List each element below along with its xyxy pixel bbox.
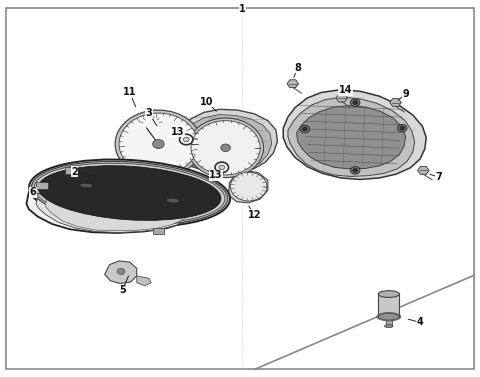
Bar [196,128,225,143]
Text: 3: 3 [145,108,152,118]
Polygon shape [287,80,299,87]
Text: 6: 6 [29,187,36,197]
Polygon shape [283,90,426,179]
Circle shape [219,165,225,170]
Text: 2: 2 [71,167,78,176]
Ellipse shape [29,159,230,227]
Circle shape [119,113,198,175]
Text: 14: 14 [339,86,352,95]
Polygon shape [36,173,194,233]
Ellipse shape [38,166,221,221]
Ellipse shape [32,161,228,225]
Bar [386,316,392,326]
Circle shape [191,121,260,175]
Bar [153,228,164,234]
Polygon shape [228,170,268,203]
Circle shape [300,125,310,133]
Polygon shape [297,106,406,169]
Text: 12: 12 [248,210,261,220]
Circle shape [230,172,267,201]
Circle shape [188,118,264,178]
Text: 9: 9 [402,89,409,99]
Ellipse shape [80,183,93,188]
Text: 8: 8 [294,63,301,73]
Polygon shape [26,167,203,233]
Circle shape [115,110,202,178]
Bar [229,131,256,145]
Bar [36,182,48,188]
Text: 7: 7 [436,172,443,182]
Polygon shape [44,192,59,202]
Polygon shape [46,177,191,231]
Polygon shape [418,167,429,174]
Ellipse shape [35,163,225,223]
Ellipse shape [378,291,399,297]
Circle shape [302,127,307,131]
Circle shape [221,144,230,152]
Circle shape [183,137,189,142]
Circle shape [48,194,54,198]
Circle shape [153,139,164,149]
Text: 10: 10 [200,97,213,107]
Circle shape [117,268,125,274]
Polygon shape [137,276,151,286]
Polygon shape [378,294,399,317]
Polygon shape [175,109,277,173]
Bar [65,167,77,174]
Circle shape [353,169,358,172]
Circle shape [350,99,360,106]
Ellipse shape [384,325,393,328]
Text: 5: 5 [119,285,126,295]
Text: 13: 13 [171,127,184,137]
Text: 11: 11 [123,87,136,97]
Circle shape [353,101,358,104]
Polygon shape [138,116,162,133]
Circle shape [400,126,405,130]
Polygon shape [336,94,348,102]
Ellipse shape [378,313,399,320]
Text: 1: 1 [239,5,246,14]
Circle shape [350,167,360,174]
Text: 13: 13 [209,170,223,180]
Circle shape [397,124,407,132]
Polygon shape [180,115,272,173]
Polygon shape [105,261,137,284]
Ellipse shape [166,198,180,203]
Polygon shape [390,99,401,106]
Polygon shape [288,97,415,176]
Text: 4: 4 [417,317,423,327]
